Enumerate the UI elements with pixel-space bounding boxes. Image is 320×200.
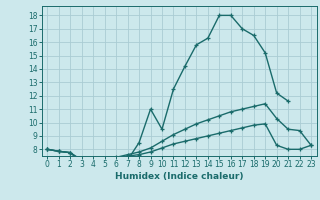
X-axis label: Humidex (Indice chaleur): Humidex (Indice chaleur): [115, 172, 244, 181]
